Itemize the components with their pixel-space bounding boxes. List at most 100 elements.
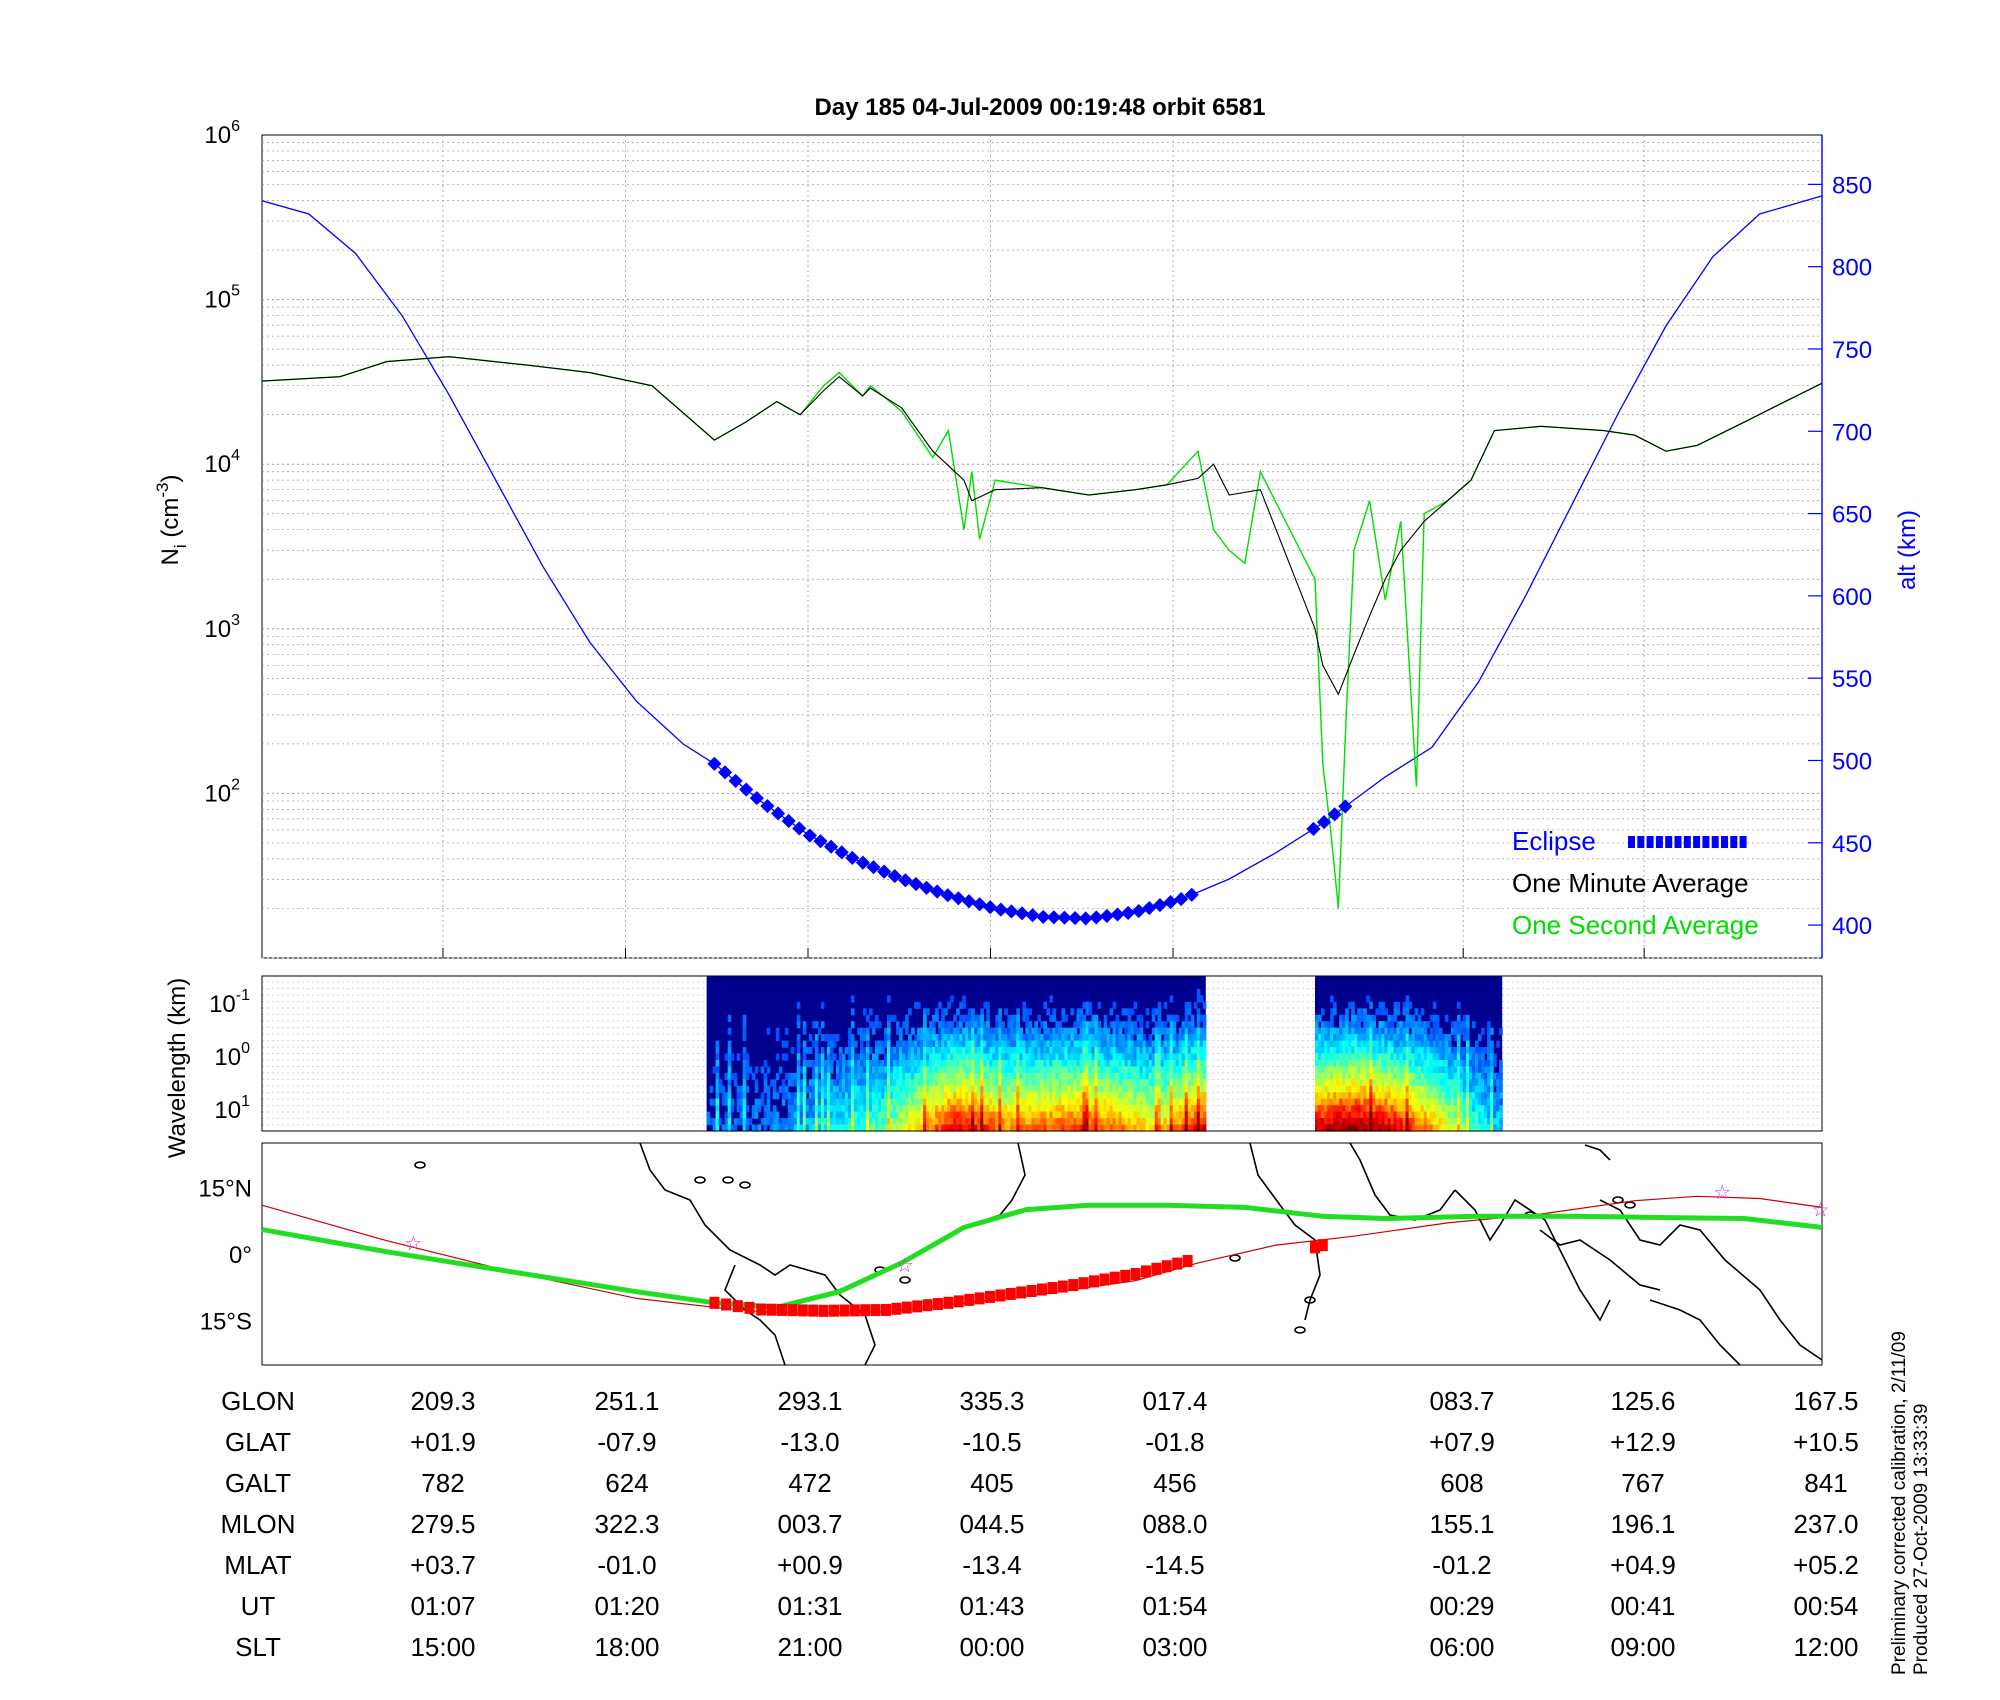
spectrogram-cell xyxy=(1426,1098,1431,1106)
spectrogram-cell xyxy=(1363,1027,1367,1035)
spectrogram-cell xyxy=(739,1105,744,1113)
spectrogram-cell xyxy=(1079,1124,1084,1132)
spectrogram-cell xyxy=(1070,1079,1075,1087)
spectrogram-cell xyxy=(1139,1092,1144,1100)
spectrogram-cell xyxy=(863,1105,867,1113)
spectrogram-cell xyxy=(742,1098,747,1106)
spectrogram-cell xyxy=(1432,1034,1437,1042)
spectrogram-cell xyxy=(1432,1118,1437,1126)
spectrogram-cell xyxy=(1061,1008,1066,1016)
spectrogram-cell xyxy=(1372,1053,1376,1061)
spectrogram-cell xyxy=(1324,1060,1328,1068)
spectrogram-cell xyxy=(1118,1060,1123,1068)
spectrogram-cell xyxy=(1154,1118,1159,1126)
spectrogram-cell xyxy=(1420,1040,1425,1048)
spectrogram-cell xyxy=(1196,995,1201,1003)
spectrogram-cell xyxy=(811,1111,816,1119)
spectrogram-cell xyxy=(1196,1060,1201,1068)
spectrogram-cell xyxy=(1490,1066,1494,1074)
spectrogram-cell xyxy=(935,1111,939,1119)
spectrogram-cell xyxy=(875,1060,879,1068)
legend-entry: One Minute Average xyxy=(1512,868,1749,898)
spectrogram-cell xyxy=(929,1098,933,1106)
spectrogram-cell xyxy=(977,1105,981,1113)
spectrogram-cell xyxy=(808,1111,813,1119)
spectrogram-cell xyxy=(820,1053,825,1061)
spectrogram-cell xyxy=(866,1047,870,1055)
spectrogram-cell xyxy=(1073,1105,1078,1113)
spectrogram-cell xyxy=(932,1060,936,1068)
spectrogram-cell xyxy=(1007,1085,1011,1093)
spectrogram-cell xyxy=(905,1014,909,1022)
spectrogram-cell xyxy=(1151,1105,1156,1113)
spectrogram-cell xyxy=(1411,1066,1416,1074)
spectrogram-cell xyxy=(968,1092,972,1100)
spectrogram-cell xyxy=(959,1021,963,1029)
spectrogram-cell xyxy=(1166,1040,1171,1048)
spectrogram-cell xyxy=(1064,1040,1069,1048)
eclipse-marker xyxy=(1142,900,1157,916)
spectrogram-cell xyxy=(1459,1072,1464,1080)
spectrogram-cell xyxy=(802,1085,807,1093)
spectrogram-cell xyxy=(1082,1098,1087,1106)
spectrogram-cell xyxy=(1079,1040,1084,1048)
table-cell: 21:00 xyxy=(777,1632,842,1662)
spectrogram-cell xyxy=(1378,1040,1382,1048)
spectrogram-cell xyxy=(1345,1118,1349,1126)
eclipse-marker xyxy=(993,902,1008,917)
spectrogram-cell xyxy=(1058,1034,1062,1042)
spectrogram-cell xyxy=(1336,1027,1340,1035)
spectrogram-cell xyxy=(1046,1060,1050,1068)
spectrogram-cell xyxy=(1169,1053,1174,1061)
spectrogram-cell xyxy=(881,1066,885,1074)
spectrogram-cell xyxy=(1022,1014,1026,1022)
spectrogram-cell xyxy=(1393,1085,1398,1093)
spectrogram-cell xyxy=(1202,1060,1207,1068)
coastline xyxy=(1584,1144,1611,1161)
spectrogram-cell xyxy=(1061,1098,1066,1106)
spectrogram-cell xyxy=(1007,1047,1011,1055)
spectrogram-cell xyxy=(941,1092,945,1100)
spectrogram-cell xyxy=(844,1092,849,1100)
spectrogram-cell xyxy=(995,1021,999,1029)
spectrogram-cell xyxy=(1148,1066,1153,1074)
spectrogram-cell xyxy=(1067,1124,1072,1132)
spectrogram-cell xyxy=(1007,1118,1011,1126)
spectrogram-cell xyxy=(730,1072,735,1080)
spectrogram-cell xyxy=(1070,1040,1075,1048)
spectrogram-cell xyxy=(1079,1098,1084,1106)
spectrogram-cell xyxy=(1163,1111,1168,1119)
spectrogram-cell xyxy=(926,1085,930,1093)
spectrogram-cell xyxy=(917,1047,921,1055)
spectrogram-cell xyxy=(929,1034,933,1042)
spectrogram-cell xyxy=(1121,1111,1126,1119)
spectrogram-cell xyxy=(887,995,891,1003)
table-cell: 767 xyxy=(1621,1468,1664,1498)
spectrogram-cell xyxy=(986,1079,990,1087)
spectrogram-cell xyxy=(1040,1111,1044,1119)
spectrogram-cell xyxy=(917,1098,921,1106)
spectrogram-cell xyxy=(905,1085,909,1093)
spectrogram-cell xyxy=(986,1008,990,1016)
spectrogram-cell xyxy=(1031,1047,1035,1055)
spectrogram-cell xyxy=(1034,1085,1038,1093)
spectrogram-cell xyxy=(893,1124,897,1132)
spectrogram-cell xyxy=(1330,1047,1334,1055)
spectrogram-cell xyxy=(1043,1111,1047,1119)
spectrogram-cell xyxy=(1160,1092,1165,1100)
spectrogram-cell xyxy=(1100,1060,1105,1068)
spectrogram-cell xyxy=(1478,1092,1482,1100)
spectrogram-cell xyxy=(715,1079,720,1087)
spectrogram-cell xyxy=(1184,1124,1189,1132)
spectrogram-cell xyxy=(905,1021,909,1029)
spectrogram-cell xyxy=(838,1111,843,1119)
table-cell: 841 xyxy=(1804,1468,1847,1498)
spectrogram-cell xyxy=(992,1027,996,1035)
spectrogram-cell xyxy=(857,1092,861,1100)
spectrogram-cell xyxy=(1148,1040,1153,1048)
spectrogram-cell xyxy=(1396,1021,1401,1029)
spectrogram-cell xyxy=(992,1098,996,1106)
spectrogram-cell xyxy=(1202,1034,1207,1042)
spectrogram-cell xyxy=(1351,1066,1355,1074)
spectrogram-cell xyxy=(899,1053,903,1061)
